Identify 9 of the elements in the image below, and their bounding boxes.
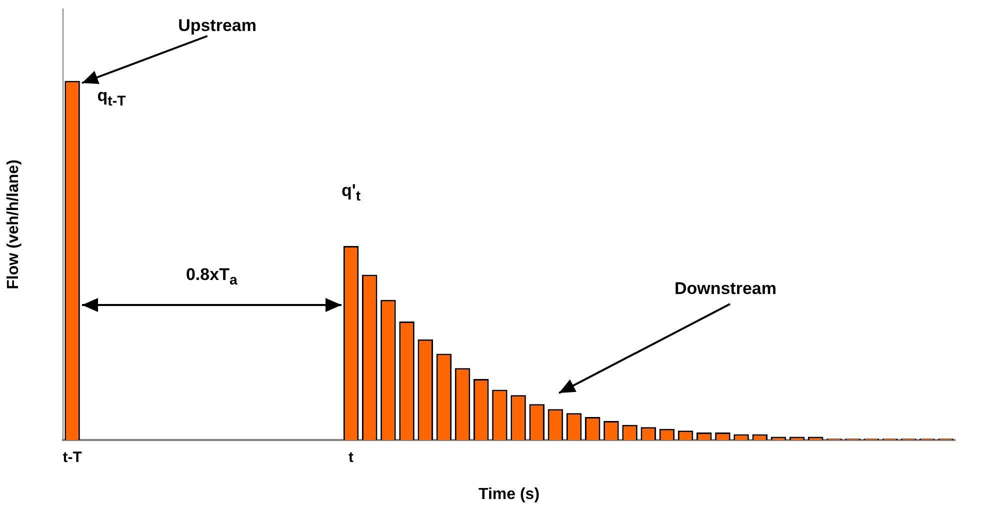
annotation: q$_{t-T}$ [97,86,126,110]
annotation: Downstream [674,279,776,300]
x-tick-label: t [348,449,354,466]
x-tick-label: t-T [62,449,82,466]
annotation: q'$_{t}$ [341,181,361,204]
x-axis-title: Time (s) [478,486,540,503]
text: Upstream [178,16,256,36]
y-axis-title: Flow (veh/h/lane) [5,160,22,290]
annotation: 0.8xT$_{a}$ [186,265,238,289]
